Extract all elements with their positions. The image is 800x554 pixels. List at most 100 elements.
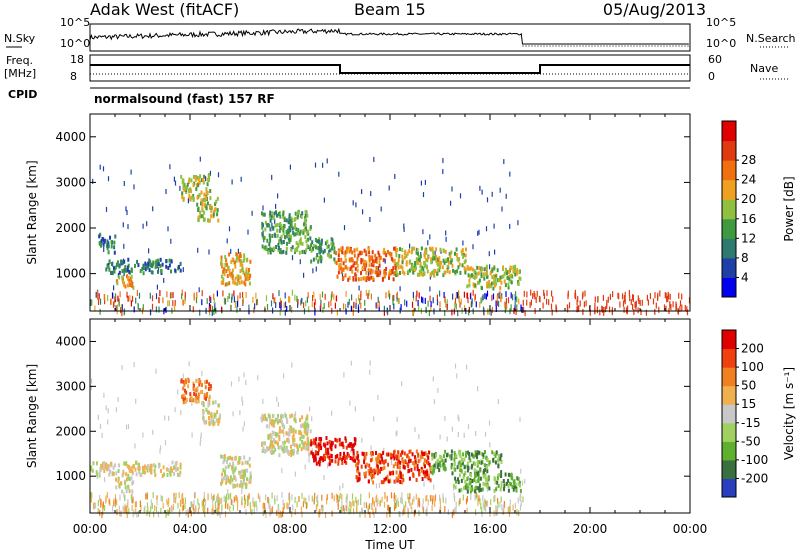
range-gate-cell — [210, 214, 213, 219]
range-gate-cell — [434, 269, 437, 274]
range-gate-cell — [458, 257, 461, 262]
range-gate-cell — [227, 476, 230, 481]
range-gate-cell — [208, 410, 211, 415]
range-gate-cell — [423, 462, 425, 467]
range-gate-cell — [515, 309, 517, 315]
range-gate-cell — [124, 284, 127, 289]
range-gate-cell — [378, 301, 380, 307]
range-gate-cell — [469, 293, 472, 300]
range-gate-cell — [430, 305, 432, 312]
range-gate-cell — [364, 263, 367, 268]
range-gate-cell — [277, 401, 279, 407]
range-gate-cell — [388, 505, 390, 512]
range-gate-cell — [243, 421, 245, 427]
range-gate-cell — [399, 511, 401, 518]
range-gate-cell — [152, 492, 154, 498]
range-gate-cell — [585, 300, 587, 307]
range-gate-cell — [142, 263, 145, 268]
range-gate-cell — [462, 252, 465, 257]
range-gate-cell — [266, 417, 269, 422]
range-gate-cell — [163, 277, 165, 283]
range-gate-cell — [401, 450, 404, 455]
range-gate-cell — [355, 298, 357, 305]
range-gate-cell — [458, 460, 461, 465]
range-gate-cell — [204, 499, 206, 506]
range-gate-cell — [448, 252, 451, 257]
range-gate-cell — [352, 455, 355, 460]
range-gate-cell — [326, 441, 329, 446]
range-gate-cell — [468, 309, 470, 316]
range-gate-cell — [326, 158, 328, 164]
range-gate-cell — [457, 477, 459, 482]
range-gate-cell — [455, 253, 458, 257]
range-gate-cell — [466, 284, 469, 289]
range-gate-cell — [116, 304, 119, 311]
colorbar-segment — [722, 277, 736, 298]
range-gate-cell — [356, 507, 358, 514]
range-gate-cell — [450, 260, 453, 265]
range-gate-cell — [270, 508, 272, 515]
range-gate-cell — [368, 277, 371, 282]
range-gate-cell — [179, 185, 181, 191]
range-gate-cell — [99, 298, 102, 305]
range-gate-cell — [293, 413, 296, 418]
range-gate-cell — [492, 281, 495, 286]
range-gate-cell — [459, 498, 461, 505]
range-gate-cell — [228, 281, 231, 286]
colorbar-tick-label: 12 — [741, 231, 756, 245]
range-gate-cell — [577, 305, 579, 312]
range-gate-cell — [181, 293, 183, 300]
range-gate-cell — [248, 267, 250, 272]
range-gate-cell — [338, 495, 340, 502]
range-gate-cell — [400, 475, 403, 480]
range-gate-cell — [409, 493, 411, 499]
range-gate-cell — [270, 419, 273, 424]
range-gate-cell — [220, 261, 222, 266]
range-gate-cell — [236, 496, 238, 503]
range-gate-cell — [517, 220, 519, 226]
range-gate-cell — [247, 498, 249, 505]
range-gate-cell — [407, 459, 410, 464]
range-gate-cell — [224, 282, 227, 287]
range-gate-cell — [354, 441, 357, 446]
range-gate-cell — [606, 299, 608, 306]
range-gate-cell — [416, 467, 419, 472]
range-gate-cell — [181, 498, 183, 505]
range-gate-cell — [139, 269, 142, 274]
range-gate-cell — [368, 503, 371, 510]
range-gate-cell — [169, 164, 171, 170]
range-gate-cell — [121, 489, 124, 494]
range-gate-cell — [365, 270, 368, 275]
range-gate-cell — [468, 456, 471, 461]
range-gate-cell — [134, 263, 136, 268]
range-gate-cell — [293, 442, 296, 447]
range-gate-cell — [392, 295, 394, 302]
range-gate-cell — [338, 171, 340, 177]
range-gate-cell — [288, 432, 291, 437]
range-gate-cell — [454, 251, 456, 256]
range-gate-cell — [320, 259, 323, 264]
y-axis-label: Slant Range [km] — [25, 364, 39, 468]
range-gate-cell — [219, 413, 221, 418]
range-gate-cell — [219, 512, 221, 518]
range-gate-cell — [289, 414, 292, 419]
range-gate-cell — [272, 293, 274, 300]
range-gate-cell — [280, 445, 283, 450]
range-gate-cell — [121, 275, 124, 280]
range-gate-cell — [423, 452, 426, 456]
range-gate-cell — [121, 304, 123, 311]
range-gate-cell — [464, 470, 467, 475]
range-gate-cell — [133, 184, 135, 190]
range-gate-cell — [490, 309, 492, 316]
range-gate-cell — [226, 274, 229, 278]
range-gate-cell — [278, 290, 280, 297]
range-gate-cell — [123, 309, 125, 316]
range-gate-cell — [422, 267, 425, 272]
range-gate-cell — [387, 504, 389, 511]
range-gate-cell — [150, 505, 152, 512]
range-gate-cell — [357, 306, 360, 313]
range-gate-cell — [216, 290, 218, 297]
range-gate-cell — [446, 299, 448, 306]
range-gate-cell — [113, 266, 115, 271]
range-gate-cell — [507, 488, 510, 493]
